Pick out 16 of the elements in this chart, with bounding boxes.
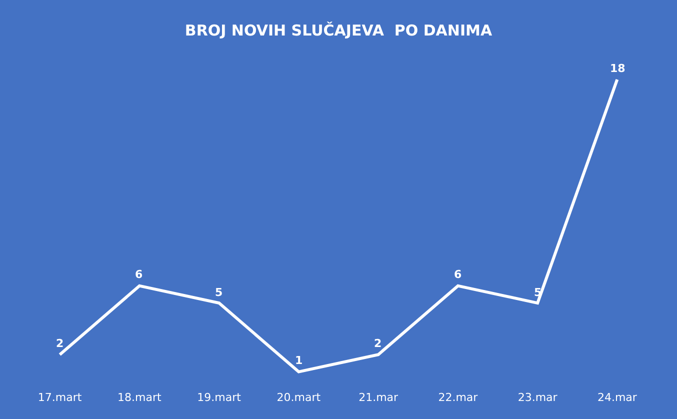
- x-tick-label: 23.mar: [518, 391, 558, 404]
- data-label: 2: [374, 337, 382, 350]
- data-label: 1: [295, 354, 303, 367]
- data-label: 6: [454, 268, 462, 281]
- x-tick-label: 19.mart: [197, 391, 242, 404]
- x-tick-label: 20.mart: [276, 391, 322, 404]
- data-label: 6: [135, 268, 143, 281]
- x-tick-label: 24.mar: [597, 391, 638, 404]
- x-tick-label: 22.mar: [438, 391, 478, 404]
- data-label: 2: [56, 337, 64, 350]
- x-tick-label: 18.mart: [118, 391, 162, 404]
- data-label: 5: [215, 286, 223, 299]
- x-tick-label: 21.mar: [358, 391, 399, 404]
- data-label: 18: [610, 62, 626, 75]
- chart-title: BROJ NOVIH SLUČAJEVA PO DANIMA: [184, 22, 492, 40]
- x-tick-label: 17.mart: [38, 391, 82, 404]
